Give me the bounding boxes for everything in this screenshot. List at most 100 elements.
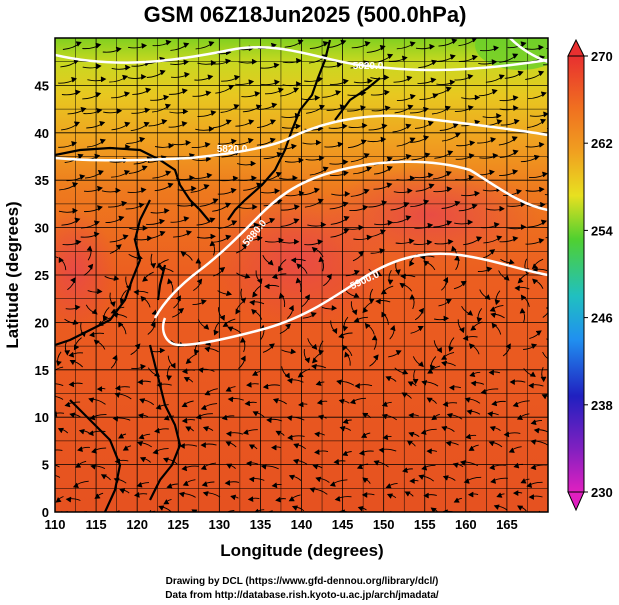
streamline-arrow [72, 207, 78, 214]
streamline-arrow [530, 464, 537, 471]
colorbar-label: 246 [591, 311, 613, 326]
streamline-arrow [354, 269, 360, 276]
streamline-arrow [552, 289, 557, 294]
streamline-arrow [517, 277, 524, 284]
streamline-arrow [445, 170, 452, 177]
streamline-arrow [453, 497, 460, 503]
streamline-arrow [122, 234, 129, 240]
streamline-arrow [267, 259, 274, 266]
streamline-arrow [202, 491, 209, 497]
streamline-arrow [165, 103, 171, 109]
colorbar: 270 262 254 246 238 230 [567, 38, 613, 512]
streamline-arrow [96, 288, 103, 295]
streamline-arrow [191, 185, 197, 192]
streamline-arrow [445, 298, 452, 304]
streamline-arrow [181, 121, 188, 127]
streamline-arrow [231, 220, 238, 226]
streamline-arrow [385, 376, 392, 382]
streamline-arrow [540, 91, 547, 97]
streamline-arrow [234, 74, 241, 81]
colorbar-label: 254 [591, 223, 613, 238]
streamline-arrow [178, 491, 185, 498]
streamline-arrow [404, 491, 411, 497]
streamline-arrow [512, 169, 519, 175]
streamline-arrow [69, 412, 76, 418]
streamline-arrow [205, 90, 212, 96]
streamline-arrow [520, 224, 527, 230]
streamline-arrow [512, 236, 519, 242]
streamline-arrow [322, 166, 329, 172]
streamline-arrow [163, 94, 170, 101]
streamline-arrow [426, 397, 433, 403]
streamline-arrow [342, 201, 349, 207]
streamline-arrow [399, 282, 406, 289]
streamline [55, 256, 59, 259]
streamline-arrow [252, 411, 259, 417]
streamline-arrow [467, 219, 474, 225]
streamline-arrow [185, 426, 192, 432]
streamline-arrow [251, 175, 257, 182]
streamline-arrow [116, 108, 123, 114]
streamline-arrow [142, 276, 148, 282]
streamline-arrow [491, 400, 498, 407]
y-axis-label: Latitude (degrees) [3, 201, 22, 348]
streamline-arrow [208, 41, 215, 47]
streamline-arrow [531, 263, 538, 270]
streamline-arrow [96, 63, 102, 70]
streamline-arrow [418, 307, 424, 314]
streamline-arrow [314, 95, 321, 101]
streamline-arrow [72, 482, 79, 489]
streamline-arrow [285, 323, 291, 330]
streamline [254, 509, 265, 512]
streamline-arrow [487, 411, 494, 417]
streamline-arrow [225, 202, 232, 208]
streamline-arrow [395, 269, 401, 276]
coast-borneo [69, 399, 122, 512]
streamline-arrow [210, 110, 217, 116]
streamline-arrow [203, 184, 210, 190]
streamline [542, 351, 548, 360]
streamline-arrow [469, 140, 476, 146]
streamline-arrow [315, 476, 322, 483]
streamline-arrow [186, 230, 192, 236]
streamline-arrow [97, 185, 103, 192]
x-tick-label: 135 [250, 517, 272, 532]
streamline-arrow [489, 464, 495, 471]
streamline-arrow [349, 398, 356, 405]
streamline-arrow [291, 505, 298, 511]
streamline-arrow [427, 368, 434, 374]
streamline-arrow [181, 465, 188, 472]
colorbar-ramp [567, 55, 585, 493]
streamline [226, 510, 235, 512]
streamline-arrow [189, 175, 195, 181]
streamline-arrow [386, 156, 393, 162]
streamline-arrow [166, 375, 172, 381]
streamline-arrow [314, 449, 320, 455]
streamline-arrow [447, 239, 454, 245]
streamline-arrow [98, 170, 104, 176]
y-tick-label: 0 [42, 505, 49, 520]
streamline-arrow [418, 474, 425, 480]
x-tick-label: 160 [455, 517, 477, 532]
streamline-arrow [72, 182, 79, 188]
x-axis-label: Longitude (degrees) [220, 541, 383, 560]
streamline-arrow [512, 149, 519, 155]
streamline-arrow [409, 175, 416, 182]
contour-label-3: 5820.0 [353, 61, 384, 72]
streamline-arrow [203, 324, 210, 330]
streamline-arrow [249, 299, 255, 306]
streamline-arrow [344, 191, 351, 197]
streamline [315, 514, 328, 519]
streamline-arrow [535, 330, 542, 336]
streamline-arrow [528, 382, 534, 389]
streamline-arrow [225, 234, 232, 241]
streamline-arrow [56, 360, 62, 367]
streamline-arrow [562, 208, 567, 213]
streamline-arrow [563, 169, 568, 174]
streamline-arrow [86, 245, 93, 252]
streamline-arrow [492, 153, 499, 159]
streamline-arrow [318, 256, 324, 263]
streamline-arrow [342, 325, 349, 332]
streamline-arrow [246, 382, 252, 388]
streamline-arrow [469, 371, 476, 377]
